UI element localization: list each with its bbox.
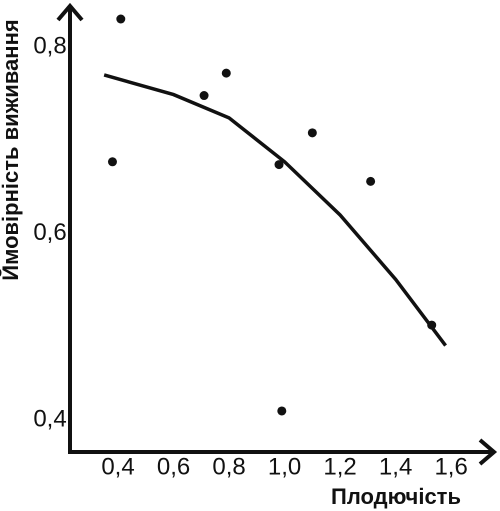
data-point bbox=[221, 68, 231, 78]
x-tick-label: 1,4 bbox=[379, 453, 412, 480]
data-point bbox=[277, 406, 287, 416]
x-axis-arrow bbox=[478, 438, 498, 466]
x-tick-label: 0,8 bbox=[212, 453, 245, 480]
data-point bbox=[307, 128, 317, 138]
x-tick-label: 1,0 bbox=[268, 453, 301, 480]
data-point bbox=[116, 14, 126, 24]
y-axis-label: Ймовірність виживання bbox=[0, 19, 23, 280]
x-axis-label: Плодючість bbox=[331, 484, 461, 509]
data-point bbox=[199, 91, 209, 101]
data-point bbox=[427, 320, 437, 330]
x-tick-label: 1,6 bbox=[434, 453, 467, 480]
x-tick-label: 0,4 bbox=[101, 453, 134, 480]
y-tick-label: 0,4 bbox=[33, 406, 66, 433]
x-tick-label: 1,2 bbox=[323, 453, 356, 480]
data-point bbox=[274, 160, 284, 170]
y-tick-label: 0,8 bbox=[33, 32, 66, 59]
fit-curve bbox=[103, 73, 447, 347]
x-tick-label: 0,6 bbox=[157, 453, 190, 480]
y-axis-arrow bbox=[56, 2, 84, 22]
data-point bbox=[366, 176, 376, 186]
y-tick-label: 0,6 bbox=[33, 219, 66, 246]
data-point bbox=[107, 157, 117, 167]
